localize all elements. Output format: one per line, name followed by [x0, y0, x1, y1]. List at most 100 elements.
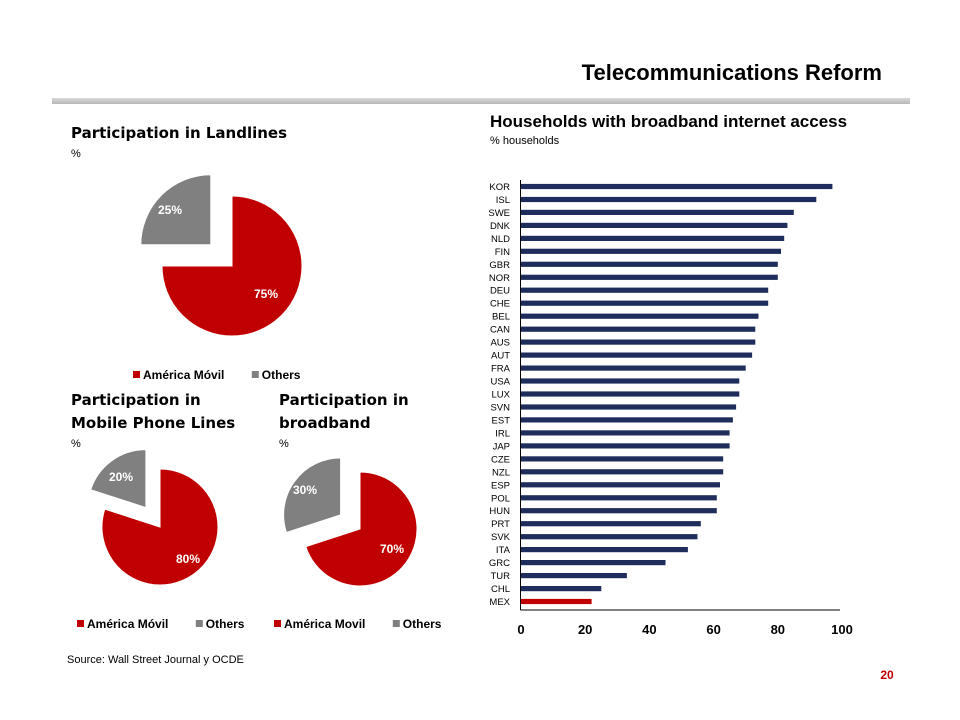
mobile-unit: %	[71, 438, 81, 450]
broadband-share-legend-label-america-movil: América Movil	[284, 617, 365, 631]
bar-mex	[521, 598, 592, 605]
bar-category-label-nld: NLD	[491, 234, 510, 245]
bar-aut	[521, 352, 753, 358]
broadband-share-america-movil-label: 70%	[380, 542, 404, 556]
landlines-legend-label-others: Others	[262, 368, 301, 382]
landlines-legend-swatch-america-movil	[133, 371, 140, 378]
bar-hun	[521, 508, 717, 514]
bar-svn	[521, 404, 737, 410]
bar-category-label-fin: FIN	[495, 247, 510, 258]
bar-category-label-can: CAN	[490, 325, 510, 336]
bar-category-label-nor: NOR	[489, 273, 510, 284]
bar-category-label-est: EST	[492, 415, 511, 426]
bar-category-label-che: CHE	[490, 299, 510, 310]
bar-category-label-tur: TUR	[490, 571, 510, 582]
bar-x-tick-60: 60	[706, 622, 720, 637]
bar-category-label-nzl: NZL	[492, 467, 510, 478]
page-title: Telecommunications Reform	[581, 60, 882, 85]
mobile-legend-label-america-movil: América Móvil	[87, 617, 168, 631]
bar-category-label-pol: POL	[491, 493, 510, 504]
landlines-chart-title: Participation in Landlines	[71, 124, 288, 142]
bar-ita	[521, 547, 688, 553]
bar-pol	[521, 495, 717, 501]
broadband-share-chart-title: Participation in broadband	[279, 391, 409, 432]
bar-category-label-mex: MEX	[489, 597, 510, 608]
bar-category-label-irl: IRL	[495, 428, 510, 439]
bar-x-tick-40: 40	[642, 622, 656, 637]
broadband-share-others-label: 30%	[293, 483, 317, 497]
broadband-share-legend-swatch-others	[392, 620, 400, 627]
bar-bel	[521, 313, 759, 319]
bar-category-label-esp: ESP	[491, 480, 510, 491]
bar-category-label-prt: PRT	[491, 519, 510, 530]
mobile-others-slice	[90, 449, 147, 509]
bar-x-tick-20: 20	[578, 622, 592, 637]
page-number: 20	[880, 668, 894, 682]
bar-grc	[521, 560, 666, 566]
bar-cze	[521, 456, 724, 462]
bar-usa	[521, 378, 740, 384]
broadband-share-unit: %	[279, 438, 289, 450]
mobile-chart-title: Participation in Mobile Phone Lines	[71, 391, 236, 432]
broadband-share-america-movil-slice	[305, 471, 418, 587]
bar-x-tick-0: 0	[517, 622, 524, 637]
bar-category-label-swe: SWE	[488, 208, 510, 219]
bar-category-label-svn: SVN	[490, 403, 510, 414]
bar-chl	[521, 586, 602, 592]
mobile-legend-label-others: Others	[206, 617, 245, 631]
bar-deu	[521, 287, 769, 293]
broadband-share-legend-label-others: Others	[403, 617, 442, 631]
bar-category-label-cze: CZE	[491, 454, 510, 465]
bar-esp	[521, 482, 720, 488]
bar-category-label-aus: AUS	[490, 338, 510, 349]
bar-chart-subtitle: % households	[490, 135, 560, 147]
bar-category-label-fra: FRA	[491, 364, 511, 375]
mobile-legend-swatch-america-movil	[77, 620, 84, 627]
bar-can	[521, 326, 756, 332]
bar-nzl	[521, 469, 724, 475]
bar-category-label-deu: DEU	[490, 286, 510, 297]
landlines-others-label: 25%	[158, 203, 182, 217]
bar-kor	[521, 183, 833, 190]
landlines-unit: %	[71, 148, 81, 160]
bar-isl	[521, 196, 817, 203]
bar-category-label-isl: ISL	[496, 195, 510, 206]
bar-jap	[521, 443, 730, 449]
bar-category-label-usa: USA	[490, 377, 510, 388]
bar-est	[521, 417, 733, 423]
broadband-share-others-slice	[283, 457, 342, 534]
bar-category-label-chl: CHL	[491, 584, 510, 595]
landlines-legend-swatch-others	[251, 371, 259, 378]
bar-gbr	[521, 261, 778, 267]
bar-nor	[521, 274, 778, 280]
broadband-share-legend-swatch-america-movil	[274, 620, 281, 627]
bar-x-tick-80: 80	[771, 622, 785, 637]
bar-category-label-grc: GRC	[489, 558, 510, 569]
bar-dnk	[521, 222, 788, 228]
bar-fin	[521, 248, 781, 254]
bar-category-label-aut: AUT	[491, 351, 510, 362]
bar-irl	[521, 430, 730, 436]
bar-svk	[521, 534, 698, 540]
bar-chart-title: Households with broadband internet acces…	[490, 112, 848, 131]
bar-category-label-hun: HUN	[489, 506, 510, 517]
bar-che	[521, 300, 769, 306]
bar-category-label-svk: SVK	[491, 532, 511, 543]
landlines-others-slice	[140, 174, 212, 246]
landlines-america-movil-slice	[161, 195, 303, 337]
bar-tur	[521, 573, 627, 579]
title-divider	[52, 98, 910, 104]
bar-category-label-lux: LUX	[492, 390, 511, 401]
bar-nld	[521, 235, 785, 241]
bar-category-label-kor: KOR	[489, 182, 510, 193]
bar-category-label-dnk: DNK	[490, 221, 511, 232]
bar-fra	[521, 365, 746, 371]
bar-prt	[521, 521, 701, 527]
bar-x-tick-100: 100	[831, 622, 853, 637]
mobile-others-label: 20%	[109, 470, 133, 484]
bar-category-label-gbr: GBR	[489, 260, 510, 271]
source-note: Source: Wall Street Journal y OCDE	[67, 654, 244, 666]
landlines-legend-label-america-movil: América Móvil	[143, 368, 224, 382]
bar-category-label-jap: JAP	[493, 441, 510, 452]
